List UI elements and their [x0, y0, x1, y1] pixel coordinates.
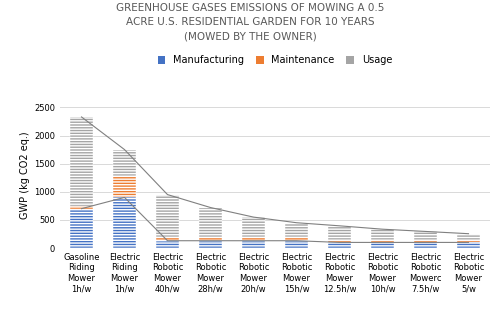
- Bar: [456, 242, 480, 248]
- Bar: [284, 223, 308, 237]
- Bar: [242, 237, 266, 241]
- Legend: Manufacturing, Maintenance, Usage: Manufacturing, Maintenance, Usage: [158, 55, 392, 66]
- Bar: [156, 241, 180, 248]
- Y-axis label: GWP (kg CO2 eq.): GWP (kg CO2 eq.): [20, 131, 30, 219]
- Bar: [370, 242, 394, 248]
- Bar: [328, 239, 351, 242]
- Bar: [156, 237, 180, 241]
- Text: GREENHOUSE GASES EMISSIONS OF MOWING A 0.5
ACRE U.S. RESIDENTIAL GARDEN FOR 10 Y: GREENHOUSE GASES EMISSIONS OF MOWING A 0…: [116, 3, 384, 41]
- Bar: [242, 217, 266, 237]
- Bar: [370, 239, 394, 242]
- Bar: [414, 232, 438, 239]
- Bar: [156, 195, 180, 237]
- Bar: [370, 229, 394, 239]
- Bar: [328, 242, 351, 248]
- Bar: [198, 208, 222, 237]
- Bar: [414, 239, 438, 242]
- Bar: [70, 206, 94, 209]
- Bar: [198, 237, 222, 241]
- Bar: [284, 237, 308, 241]
- Bar: [456, 234, 480, 239]
- Bar: [242, 241, 266, 248]
- Bar: [328, 226, 351, 239]
- Bar: [70, 117, 94, 206]
- Bar: [284, 241, 308, 248]
- Bar: [112, 176, 136, 197]
- Bar: [112, 149, 136, 176]
- Bar: [456, 239, 480, 242]
- Bar: [198, 241, 222, 248]
- Bar: [112, 197, 136, 248]
- Bar: [414, 242, 438, 248]
- Bar: [70, 209, 94, 248]
